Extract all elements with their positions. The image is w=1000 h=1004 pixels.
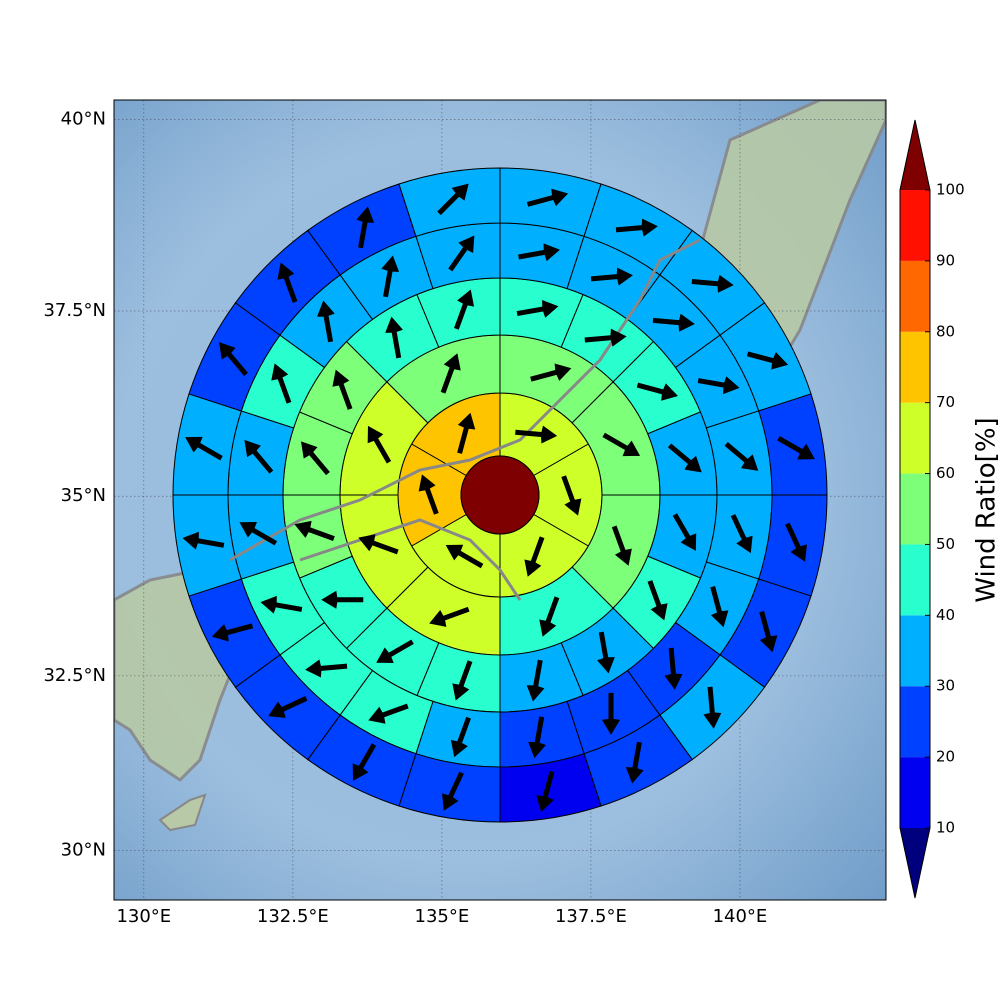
colorbar-tick-label: 70 (936, 393, 955, 411)
y-tick-label: 37.5°N (43, 300, 106, 321)
colorbar-tick-label: 80 (936, 322, 955, 340)
colorbar-tick-label: 100 (936, 181, 965, 199)
polar-grid (173, 168, 827, 822)
colorbar-bin (900, 474, 930, 545)
colorbar-bin (900, 332, 930, 403)
x-tick-label: 135°E (415, 906, 470, 927)
colorbar-under (900, 828, 930, 898)
colorbar-bin (900, 615, 930, 686)
colorbar-bin (900, 686, 930, 757)
colorbar-bin (900, 261, 930, 332)
colorbar-tick-label: 20 (936, 748, 955, 766)
x-tick-label: 132.5°E (257, 906, 329, 927)
colorbar-label: Wind Ratio[%] (972, 417, 1000, 602)
colorbar-over (900, 120, 930, 190)
colorbar-tick-label: 90 (936, 251, 955, 269)
x-tick-label: 137.5°E (555, 906, 627, 927)
y-tick-label: 30°N (61, 840, 106, 861)
colorbar-tick-label: 60 (936, 464, 955, 482)
x-tick-label: 130°E (116, 906, 171, 927)
colorbar-bin (900, 403, 930, 474)
colorbar-bin (900, 757, 930, 828)
colorbar-tick-label: 30 (936, 677, 955, 695)
colorbar-tick-label: 40 (936, 606, 955, 624)
colorbar-bin (900, 544, 930, 615)
colorbar-bin (900, 190, 930, 261)
y-tick-label: 40°N (61, 109, 106, 130)
center-cell (461, 456, 539, 534)
y-tick-label: 35°N (61, 485, 106, 506)
colorbar-tick-label: 50 (936, 535, 955, 553)
colorbar: 10 20 30 40 50 60 70 80 90 100 (900, 120, 965, 898)
y-tick-label: 32.5°N (43, 665, 106, 686)
colorbar-tick-label: 10 (936, 819, 955, 837)
x-tick-label: 140°E (713, 906, 768, 927)
